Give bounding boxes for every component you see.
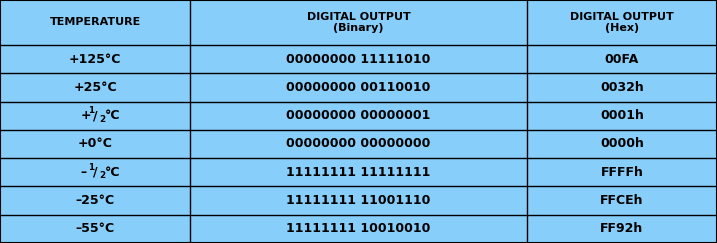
Text: 00000000 00000001: 00000000 00000001: [286, 109, 431, 122]
Text: 00FA: 00FA: [605, 52, 639, 66]
Text: 2: 2: [99, 171, 105, 180]
Text: DIGITAL OUTPUT
(Hex): DIGITAL OUTPUT (Hex): [570, 12, 674, 33]
Text: 2: 2: [99, 115, 105, 124]
Text: 0001h: 0001h: [600, 109, 644, 122]
Text: FF92h: FF92h: [600, 222, 644, 235]
Text: °C: °C: [105, 109, 120, 122]
Text: /: /: [93, 109, 98, 122]
Text: /: /: [93, 166, 98, 179]
Text: 00000000 11111010: 00000000 11111010: [286, 52, 431, 66]
Text: 00000000 00000000: 00000000 00000000: [286, 138, 431, 150]
Text: –55°C: –55°C: [75, 222, 115, 235]
Text: –: –: [80, 166, 87, 179]
Text: –25°C: –25°C: [75, 194, 115, 207]
Text: +0°C: +0°C: [77, 138, 113, 150]
Text: 11111111 11001110: 11111111 11001110: [286, 194, 431, 207]
Text: 00000000 00110010: 00000000 00110010: [286, 81, 431, 94]
Text: FFFFh: FFFFh: [601, 166, 643, 179]
Text: 11111111 10010010: 11111111 10010010: [286, 222, 431, 235]
Text: TEMPERATURE: TEMPERATURE: [49, 17, 141, 27]
Text: DIGITAL OUTPUT
(Binary): DIGITAL OUTPUT (Binary): [307, 12, 410, 33]
Text: +125°C: +125°C: [69, 52, 121, 66]
Text: +: +: [80, 109, 91, 122]
Text: 1: 1: [87, 106, 94, 115]
Text: +25°C: +25°C: [73, 81, 117, 94]
Text: FFCEh: FFCEh: [600, 194, 644, 207]
Text: 1: 1: [87, 163, 94, 172]
Text: 11111111 11111111: 11111111 11111111: [286, 166, 431, 179]
Text: 0000h: 0000h: [600, 138, 644, 150]
Text: 0032h: 0032h: [600, 81, 644, 94]
Text: °C: °C: [105, 166, 120, 179]
